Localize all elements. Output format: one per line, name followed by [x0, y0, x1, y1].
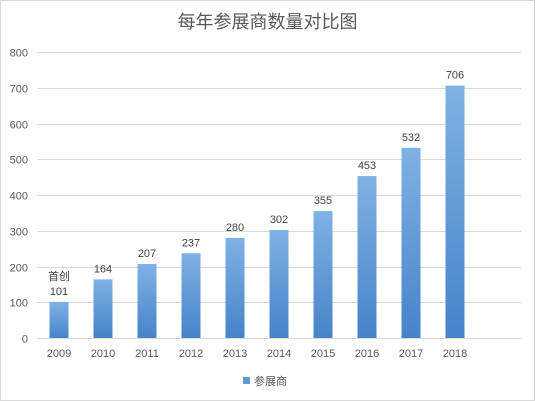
y-tick-label-700: 700 [10, 84, 28, 96]
data-label-2017: 532 [402, 132, 420, 144]
data-label-2013: 280 [226, 222, 244, 234]
x-tick-label-2015: 2015 [311, 348, 335, 360]
data-label-2012: 237 [182, 237, 200, 249]
bar-2015 [313, 211, 333, 338]
gridlines [37, 52, 521, 339]
data-label-2010: 164 [94, 263, 112, 275]
bar-2012 [181, 253, 201, 338]
legend: 参展商 [243, 374, 287, 388]
bar-2014 [269, 230, 289, 338]
x-tick-label-2013: 2013 [223, 348, 247, 360]
x-tick-label-2018: 2018 [443, 348, 467, 360]
bar-2011 [137, 264, 157, 338]
x-tick-label-2014: 2014 [267, 348, 291, 360]
labels: 0 100 200 300 400 500 600 700 800 101 164 207 237 280… [10, 48, 468, 361]
x-tick-label-2011: 2011 [135, 348, 159, 360]
y-tick-label-800: 800 [10, 48, 28, 60]
y-tick-label-200: 200 [10, 263, 28, 275]
chart-title: 每年参展商数量对比图 [178, 12, 358, 32]
x-tick-label-2017: 2017 [399, 348, 423, 360]
bar-2009 [49, 301, 69, 338]
y-tick-label-600: 600 [10, 120, 28, 132]
y-tick-label-100: 100 [10, 298, 28, 310]
x-tick-label-2016: 2016 [355, 348, 379, 360]
data-label-2011: 207 [138, 248, 156, 260]
bar-2017 [401, 147, 421, 338]
data-label-2009: 101 [50, 286, 68, 298]
bar-2010 [93, 279, 113, 338]
x-tick-label-2009: 2009 [47, 348, 71, 360]
x-tick-label-2010: 2010 [91, 348, 115, 360]
data-label-2018: 706 [446, 70, 464, 82]
data-label-2016: 453 [358, 160, 376, 172]
legend-swatch [243, 377, 250, 384]
legend-label: 参展商 [254, 374, 287, 388]
bar-2016 [357, 176, 377, 338]
data-label-2015: 355 [314, 195, 332, 207]
data-label-2014: 302 [270, 214, 288, 226]
y-tick-label-0: 0 [22, 334, 28, 346]
bar-2013 [225, 237, 245, 338]
y-tick-label-400: 400 [10, 191, 28, 203]
bar-2018 [445, 85, 465, 338]
bars [49, 85, 465, 338]
y-tick-label-500: 500 [10, 155, 28, 167]
annotation-label: 首创 [48, 269, 70, 283]
y-tick-label-300: 300 [10, 227, 28, 239]
x-tick-label-2012: 2012 [179, 348, 203, 360]
